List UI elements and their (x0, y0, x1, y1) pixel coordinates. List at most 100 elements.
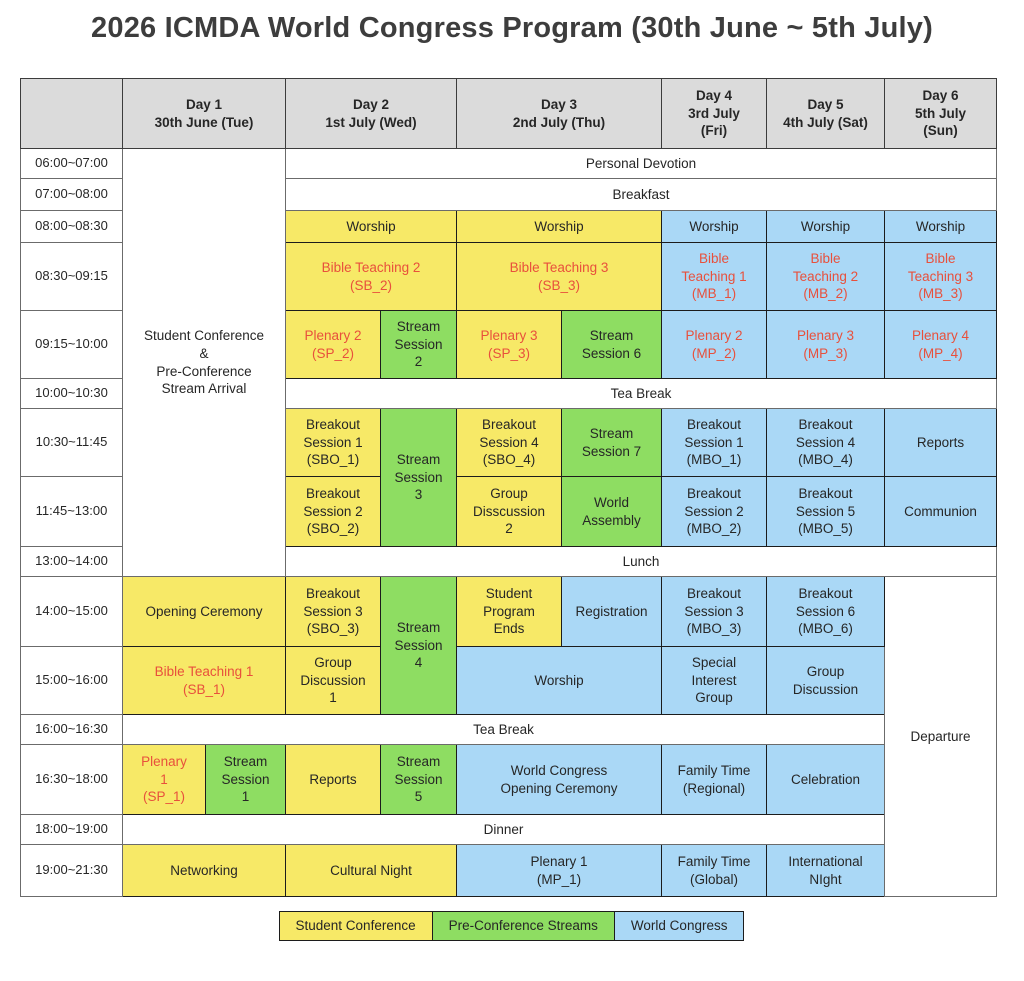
row-1030: 10:30~11:45 Breakout Session 1 (SBO_1) S… (20, 408, 997, 547)
row-0600: 06:00~07:00 Student Conference & Pre-Con… (20, 148, 997, 577)
legend-student-conference: Student Conference (278, 911, 433, 942)
corner-cell (20, 78, 123, 149)
cell-personal-devotion: Personal Devotion (285, 148, 997, 179)
cell-international-night: International NIght (766, 844, 885, 897)
cell-plenary-1-mp1: Plenary 1 (MP_1) (456, 844, 662, 897)
cell-registration: Registration (561, 576, 662, 647)
time-1500-1600: 15:00~16:00 (20, 646, 123, 715)
cell-family-time-global: Family Time (Global) (661, 844, 767, 897)
col-header-day2: Day 2 1st July (Wed) (285, 78, 457, 149)
cell-plenary-3-sp3: Plenary 3 (SP_3) (456, 310, 562, 379)
cell-dinner: Dinner (122, 814, 885, 845)
legend-pre-conference-streams: Pre-Conference Streams (431, 911, 615, 942)
cell-student-program-ends: Student Program Ends (456, 576, 562, 647)
row-1300: 13:00~14:00 Lunch (20, 546, 997, 577)
time-1600-1630: 16:00~16:30 (20, 714, 123, 745)
cell-special-interest-group: Special Interest Group (661, 646, 767, 715)
time-0600-0700: 06:00~07:00 (20, 148, 123, 179)
cell-tea-break-pm: Tea Break (122, 714, 885, 745)
cell-breakout-session-4-sbo4: Breakout Session 4 (SBO_4) (456, 408, 562, 477)
cell-departure: Departure (884, 576, 997, 897)
cell-bible-teaching-1-mb1: Bible Teaching 1 (MB_1) (661, 242, 767, 311)
time-1145-1300: 11:45~13:00 (20, 476, 123, 547)
cell-breakout-session-3-sbo3: Breakout Session 3 (SBO_3) (285, 576, 381, 647)
cell-worship-day6: Worship (884, 210, 997, 243)
time-0700-0800: 07:00~08:00 (20, 178, 123, 211)
cell-worship-day3: Worship (456, 210, 662, 243)
cell-breakout-session-1-sbo1: Breakout Session 1 (SBO_1) (285, 408, 381, 477)
time-1900-2130: 19:00~21:30 (20, 844, 123, 897)
time-1400-1500: 14:00~15:00 (20, 576, 123, 647)
cell-stream-session-1: Stream Session 1 (205, 744, 286, 815)
cell-world-congress-opening-ceremony: World Congress Opening Ceremony (456, 744, 662, 815)
cell-breakout-session-4-mbo4: Breakout Session 4 (MBO_4) (766, 408, 885, 477)
cell-world-assembly: World Assembly (561, 476, 662, 547)
cell-stream-session-5: Stream Session 5 (380, 744, 457, 815)
time-0830-0915: 08:30~09:15 (20, 242, 123, 311)
col-header-day3: Day 3 2nd July (Thu) (456, 78, 662, 149)
cell-worship-day5: Worship (766, 210, 885, 243)
row-1900: 19:00~21:30 Networking Cultural Night Pl… (20, 844, 997, 897)
row-1145: 11:45~13:00 Breakout Session 2 (SBO_2) G… (20, 476, 997, 547)
cell-bible-teaching-2-mb2: Bible Teaching 2 (MB_2) (766, 242, 885, 311)
cell-breakout-session-2-sbo2: Breakout Session 2 (SBO_2) (285, 476, 381, 547)
cell-networking: Networking (122, 844, 286, 897)
col-header-day4: Day 4 3rd July (Fri) (661, 78, 767, 149)
cell-bible-teaching-2-sb2: Bible Teaching 2 (SB_2) (285, 242, 457, 311)
cell-tea-break-am: Tea Break (285, 378, 997, 409)
row-0800: 08:00~08:30 Worship Worship Worship Wors… (20, 210, 997, 243)
cell-stream-session-2: Stream Session 2 (380, 310, 457, 379)
cell-plenary-2-sp2: Plenary 2 (SP_2) (285, 310, 381, 379)
time-1630-1800: 16:30~18:00 (20, 744, 123, 815)
time-1000-1030: 10:00~10:30 (20, 378, 123, 409)
row-1400: 14:00~15:00 Opening Ceremony Breakout Se… (20, 576, 997, 897)
cell-worship-day2: Worship (285, 210, 457, 243)
col-header-day6: Day 6 5th July (Sun) (884, 78, 997, 149)
col-header-day5: Day 5 4th July (Sat) (766, 78, 885, 149)
cell-group-discussion-day5: Group Discussion (766, 646, 885, 715)
cell-breakout-session-5-mbo5: Breakout Session 5 (MBO_5) (766, 476, 885, 547)
cell-stream-session-3: Stream Session 3 (380, 408, 457, 547)
cell-cultural-night: Cultural Night (285, 844, 457, 897)
cell-plenary-1-sp1: Plenary 1 (SP_1) (122, 744, 206, 815)
cell-reports-day2: Reports (285, 744, 381, 815)
row-0915: 09:15~10:00 Plenary 2 (SP_2) Stream Sess… (20, 310, 997, 379)
cell-stream-session-7: Stream Session 7 (561, 408, 662, 477)
cell-stream-session-4: Stream Session 4 (380, 576, 457, 715)
legend-world-congress: World Congress (613, 911, 745, 942)
cell-plenary-3-mp3: Plenary 3 (MP_3) (766, 310, 885, 379)
cell-worship-day3-pm: Worship (456, 646, 662, 715)
row-1600: 16:00~16:30 Tea Break (20, 714, 997, 745)
time-0800-0830: 08:00~08:30 (20, 210, 123, 243)
cell-reports-day6: Reports (884, 408, 997, 477)
cell-communion: Communion (884, 476, 997, 547)
cell-student-conference-arrival: Student Conference & Pre-Conference Stre… (122, 148, 286, 577)
cell-bible-teaching-3-sb3: Bible Teaching 3 (SB_3) (456, 242, 662, 311)
row-1800: 18:00~19:00 Dinner (20, 814, 997, 845)
cell-group-disscussion-2: Group Disscussion 2 (456, 476, 562, 547)
cell-group-discussion-1: Group Discussion 1 (285, 646, 381, 715)
page-title: 2026 ICMDA World Congress Program (30th … (91, 12, 933, 44)
cell-stream-session-6: Stream Session 6 (561, 310, 662, 379)
cell-celebration: Celebration (766, 744, 885, 815)
cell-breakout-session-1-mbo1: Breakout Session 1 (MBO_1) (661, 408, 767, 477)
cell-plenary-2-mp2: Plenary 2 (MP_2) (661, 310, 767, 379)
col-header-day1: Day 1 30th June (Tue) (122, 78, 286, 149)
cell-family-time-regional: Family Time (Regional) (661, 744, 767, 815)
cell-bible-teaching-1-sb1: Bible Teaching 1 (SB_1) (122, 646, 286, 715)
time-1030-1145: 10:30~11:45 (20, 408, 123, 477)
cell-bible-teaching-3-mb3: Bible Teaching 3 (MB_3) (884, 242, 997, 311)
time-0915-1000: 09:15~10:00 (20, 310, 123, 379)
time-1800-1900: 18:00~19:00 (20, 814, 123, 845)
header-row: Day 1 30th June (Tue) Day 2 1st July (We… (20, 78, 997, 149)
time-1300-1400: 13:00~14:00 (20, 546, 123, 577)
legend: Student Conference Pre-Conference Stream… (0, 911, 1024, 942)
row-1500: 15:00~16:00 Bible Teaching 1 (SB_1) Grou… (20, 646, 997, 715)
program-table: Day 1 30th June (Tue) Day 2 1st July (We… (20, 78, 997, 897)
cell-breakout-session-2-mbo2: Breakout Session 2 (MBO_2) (661, 476, 767, 547)
cell-breakout-session-3-mbo3: Breakout Session 3 (MBO_3) (661, 576, 767, 647)
row-0700: 07:00~08:00 Breakfast (20, 178, 997, 211)
cell-lunch: Lunch (285, 546, 997, 577)
row-0830: 08:30~09:15 Bible Teaching 2 (SB_2) Bibl… (20, 242, 997, 311)
cell-opening-ceremony: Opening Ceremony (122, 576, 286, 647)
